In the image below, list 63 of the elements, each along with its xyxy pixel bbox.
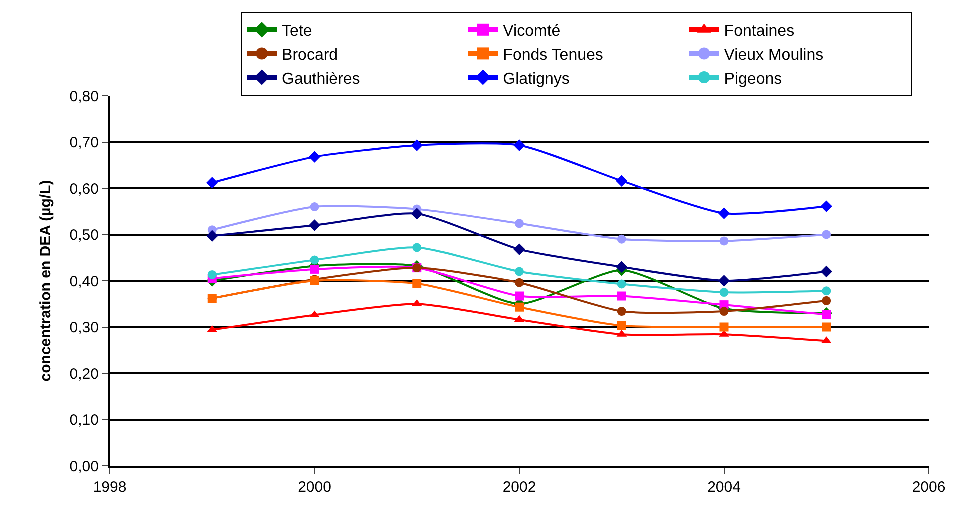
x-tick-label: 2006 bbox=[912, 479, 946, 496]
point bbox=[720, 288, 729, 298]
point bbox=[617, 234, 626, 244]
y-tick-label: 0,20 bbox=[70, 366, 99, 383]
point bbox=[308, 220, 321, 232]
x-tick-label: 2002 bbox=[502, 479, 536, 496]
point bbox=[206, 177, 218, 189]
point bbox=[822, 310, 832, 320]
y-tick-label: 0,60 bbox=[70, 180, 99, 198]
point bbox=[208, 270, 217, 280]
point bbox=[514, 244, 526, 256]
point bbox=[515, 278, 524, 288]
legend-label: Brocard bbox=[282, 46, 338, 64]
point bbox=[617, 280, 626, 289]
point bbox=[822, 296, 832, 306]
y-tick-label: 0,00 bbox=[70, 458, 99, 476]
point bbox=[515, 219, 524, 228]
legend-label: Vieux Moulins bbox=[724, 46, 824, 64]
point bbox=[820, 266, 832, 278]
legend-label: Pigeons bbox=[724, 70, 782, 88]
point bbox=[412, 279, 422, 288]
point bbox=[616, 261, 628, 273]
y-tick-label: 0,80 bbox=[70, 88, 99, 106]
point bbox=[822, 322, 832, 332]
legend-label: Gauthières bbox=[282, 70, 360, 88]
legend-label: Fonds Tenues bbox=[503, 46, 604, 64]
point bbox=[308, 151, 321, 163]
x-tick-label: 2000 bbox=[298, 479, 332, 496]
legend-label: Vicomté bbox=[503, 23, 561, 40]
y-tick-label: 0,40 bbox=[70, 273, 99, 290]
point bbox=[822, 286, 832, 296]
point bbox=[411, 140, 423, 152]
point bbox=[515, 302, 524, 312]
y-tick-label: 0,50 bbox=[70, 227, 99, 244]
point bbox=[822, 230, 832, 240]
y-tick-label: 0,10 bbox=[70, 412, 99, 429]
point bbox=[718, 275, 730, 287]
point bbox=[820, 200, 832, 212]
point bbox=[616, 175, 628, 187]
point bbox=[514, 140, 526, 152]
x-tick-label: 2004 bbox=[708, 479, 741, 496]
point bbox=[720, 236, 729, 246]
x-tick-label: 1998 bbox=[93, 479, 127, 496]
point bbox=[720, 307, 729, 316]
point bbox=[617, 292, 626, 301]
point bbox=[310, 264, 320, 274]
y-tick-label: 0,70 bbox=[70, 134, 99, 152]
y-tick-label: 0,30 bbox=[70, 320, 99, 336]
point bbox=[720, 322, 729, 332]
point bbox=[718, 208, 730, 220]
point bbox=[310, 256, 320, 265]
legend-label: Tete bbox=[282, 23, 312, 40]
point bbox=[412, 243, 422, 252]
point bbox=[515, 267, 524, 276]
point bbox=[515, 292, 524, 301]
legend-label: Glatignys bbox=[503, 70, 570, 88]
point bbox=[617, 321, 626, 330]
y-axis-title: concentration en DEA (µg/L) bbox=[38, 180, 55, 382]
point bbox=[206, 230, 218, 242]
legend-label: Fontaines bbox=[724, 23, 795, 40]
point bbox=[617, 307, 626, 316]
point bbox=[310, 202, 320, 212]
point bbox=[411, 208, 423, 220]
